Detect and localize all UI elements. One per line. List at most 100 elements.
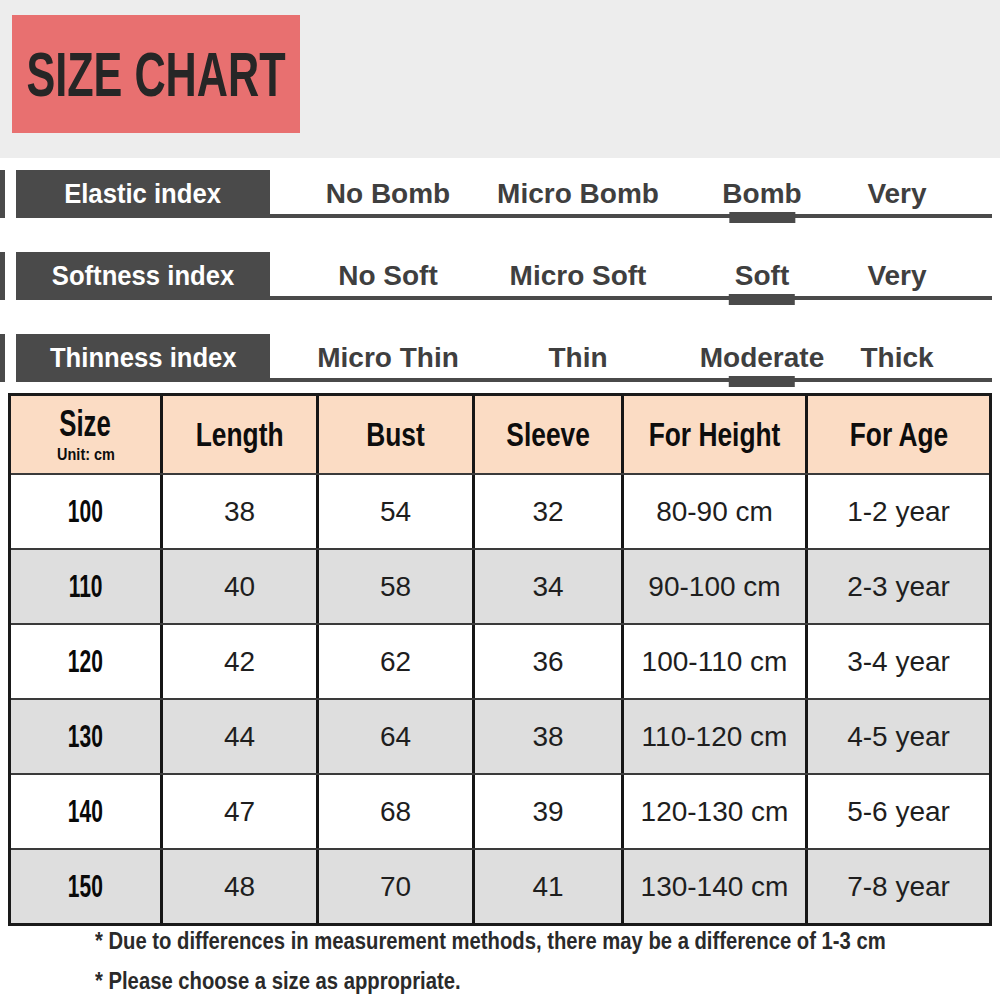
data-cell: 7-8 year <box>805 850 989 923</box>
size-chart-banner: SIZE CHART <box>12 15 300 133</box>
data-cell: 34 <box>472 550 621 623</box>
data-cell: 54 <box>316 475 472 548</box>
cell-value: 68 <box>380 796 411 828</box>
index-option: No Bomb <box>326 170 450 218</box>
data-cell: 120-130 cm <box>621 775 805 848</box>
cell-value: 150 <box>68 869 103 905</box>
cell-value: 38 <box>224 496 255 528</box>
cell-value: 64 <box>380 721 411 753</box>
size-table: Size Unit: cm Length Bust Sleeve For Hei… <box>8 393 992 926</box>
size-cell: 120 <box>11 625 160 698</box>
table-row: 140476839120-130 cm5-6 year <box>11 773 989 848</box>
cell-value: 120-130 cm <box>641 796 789 828</box>
cell-value: 130-140 cm <box>641 871 789 903</box>
size-cell: 100 <box>11 475 160 548</box>
footnote: * Due to differences in measurement meth… <box>95 928 886 955</box>
index-option: Very <box>867 170 926 218</box>
column-header-size: Size Unit: cm <box>11 396 160 473</box>
index-row: Elastic index No Bomb Micro Bomb Bomb Ve… <box>0 170 1000 218</box>
cell-value: 70 <box>380 871 411 903</box>
column-header: Sleeve <box>472 396 621 473</box>
data-cell: 39 <box>472 775 621 848</box>
cell-value: 100-110 cm <box>642 646 788 678</box>
cell-value: 100 <box>68 494 103 530</box>
cell-value: 4-5 year <box>847 721 950 753</box>
data-cell: 36 <box>472 625 621 698</box>
index-option: Thick <box>860 334 933 382</box>
table-row: 130446438110-120 cm4-5 year <box>11 698 989 773</box>
selected-marker <box>729 294 795 305</box>
index-options: No Bomb Micro Bomb Bomb Very <box>0 170 1000 218</box>
column-header-label: Length <box>196 415 284 455</box>
selected-marker <box>729 376 795 387</box>
index-option: No Soft <box>338 252 438 300</box>
data-cell: 130-140 cm <box>621 850 805 923</box>
cell-value: 47 <box>224 796 255 828</box>
data-cell: 44 <box>160 700 316 773</box>
data-cell: 3-4 year <box>805 625 989 698</box>
cell-value: 40 <box>224 571 255 603</box>
cell-value: 80-90 cm <box>656 496 773 528</box>
data-cell: 5-6 year <box>805 775 989 848</box>
data-cell: 62 <box>316 625 472 698</box>
data-cell: 48 <box>160 850 316 923</box>
index-option: Micro Bomb <box>497 170 659 218</box>
cell-value: 5-6 year <box>847 796 950 828</box>
column-header-label: Bust <box>366 415 425 455</box>
cell-value: 120 <box>68 644 103 680</box>
data-cell: 42 <box>160 625 316 698</box>
data-cell: 38 <box>160 475 316 548</box>
data-cell: 68 <box>316 775 472 848</box>
data-cell: 58 <box>316 550 472 623</box>
index-section: Elastic index No Bomb Micro Bomb Bomb Ve… <box>0 170 1000 416</box>
data-cell: 47 <box>160 775 316 848</box>
size-cell: 150 <box>11 850 160 923</box>
cell-value: 130 <box>68 719 103 755</box>
table-row: 100 38 54 32 80-90 cm 1-2 year <box>11 473 989 548</box>
size-cell: 130 <box>11 700 160 773</box>
selected-marker <box>729 212 795 223</box>
data-cell: 90-100 cm <box>621 550 805 623</box>
cell-value: 41 <box>532 871 563 903</box>
cell-value: 42 <box>224 646 255 678</box>
column-header: Length <box>160 396 316 473</box>
size-header-unit: Unit: cm <box>57 445 115 465</box>
data-cell: 1-2 year <box>805 475 989 548</box>
data-cell: 64 <box>316 700 472 773</box>
cell-value: 90-100 cm <box>648 571 780 603</box>
data-cell: 110-120 cm <box>621 700 805 773</box>
index-options: No Soft Micro Soft Soft Very <box>0 252 1000 300</box>
cell-value: 3-4 year <box>847 646 950 678</box>
column-header: Bust <box>316 396 472 473</box>
index-row: Softness index No Soft Micro Soft Soft V… <box>0 252 1000 300</box>
data-cell: 70 <box>316 850 472 923</box>
size-cell: 110 <box>11 550 160 623</box>
cell-value: 36 <box>532 646 563 678</box>
data-cell: 100-110 cm <box>621 625 805 698</box>
data-cell: 80-90 cm <box>621 475 805 548</box>
data-cell: 40 <box>160 550 316 623</box>
cell-value: 32 <box>532 496 563 528</box>
cell-value: 7-8 year <box>847 871 950 903</box>
column-header-label: For Height <box>649 415 781 455</box>
cell-value: 2-3 year <box>847 571 950 603</box>
column-header: For Height <box>621 396 805 473</box>
table-header-row: Size Unit: cm Length Bust Sleeve For Hei… <box>11 396 989 473</box>
data-cell: 41 <box>472 850 621 923</box>
index-options: Micro Thin Thin Moderate Thick <box>0 334 1000 382</box>
top-band: SIZE CHART <box>0 0 1000 158</box>
index-row: Thinness index Micro Thin Thin Moderate … <box>0 334 1000 382</box>
column-header-label: For Age <box>849 415 948 455</box>
page-title: SIZE CHART <box>26 37 285 110</box>
index-option: Bomb <box>722 170 801 218</box>
index-option: Micro Thin <box>317 334 459 382</box>
column-header-label: Sleeve <box>506 415 590 455</box>
cell-value: 34 <box>532 571 563 603</box>
cell-value: 62 <box>380 646 411 678</box>
index-option: Micro Soft <box>510 252 647 300</box>
footnotes: * Due to differences in measurement meth… <box>95 928 994 1000</box>
index-option: Very <box>867 252 926 300</box>
table-body: 100 38 54 32 80-90 cm 1-2 year 110 40 58 34 90-100… <box>11 473 989 923</box>
cell-value: 44 <box>224 721 255 753</box>
footnote: * Please choose a size as appropriate. <box>95 968 886 995</box>
